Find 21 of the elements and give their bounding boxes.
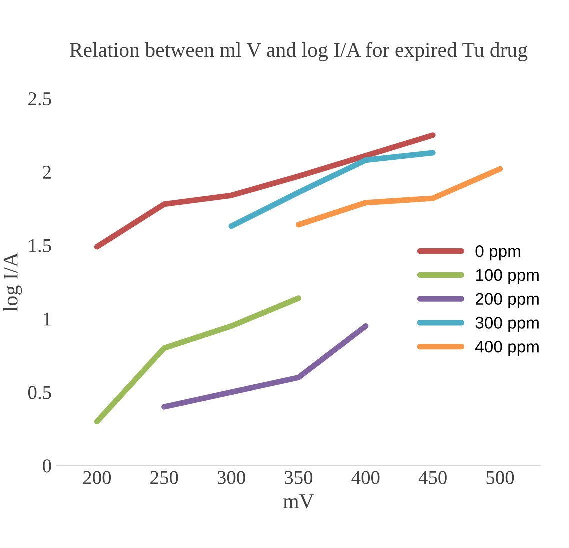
x-tick-label: 200 <box>83 471 112 484</box>
x-tick-label: 350 <box>285 471 313 484</box>
chart-title: Relation between ml V and log I/A for expired Tu drug <box>70 42 528 62</box>
x-tick-label: 400 <box>352 471 380 484</box>
x-tick-label: 250 <box>150 471 178 484</box>
x-axis-title: mV <box>284 494 314 509</box>
y-tick-label: 0.5 <box>28 386 52 400</box>
y-tick-label: 0 <box>43 460 52 473</box>
x-tick-label: 300 <box>218 471 246 484</box>
x-tick-label: 500 <box>486 471 514 484</box>
legend-label: 300 ppm <box>476 317 539 332</box>
x-tick-label: 450 <box>418 471 447 484</box>
y-tick-label: 1 <box>44 312 51 326</box>
legend-label: 100 ppm <box>476 269 539 284</box>
legend-label: 400 ppm <box>476 340 539 356</box>
y-tick-label: 1.5 <box>29 239 52 253</box>
legend-label: 200 ppm <box>476 293 539 308</box>
y-tick-label: 2 <box>43 166 51 179</box>
y-tick-label: 2.5 <box>28 92 52 106</box>
y-axis-title: log I/A <box>3 252 22 312</box>
legend-label: 0 ppm <box>476 246 520 261</box>
